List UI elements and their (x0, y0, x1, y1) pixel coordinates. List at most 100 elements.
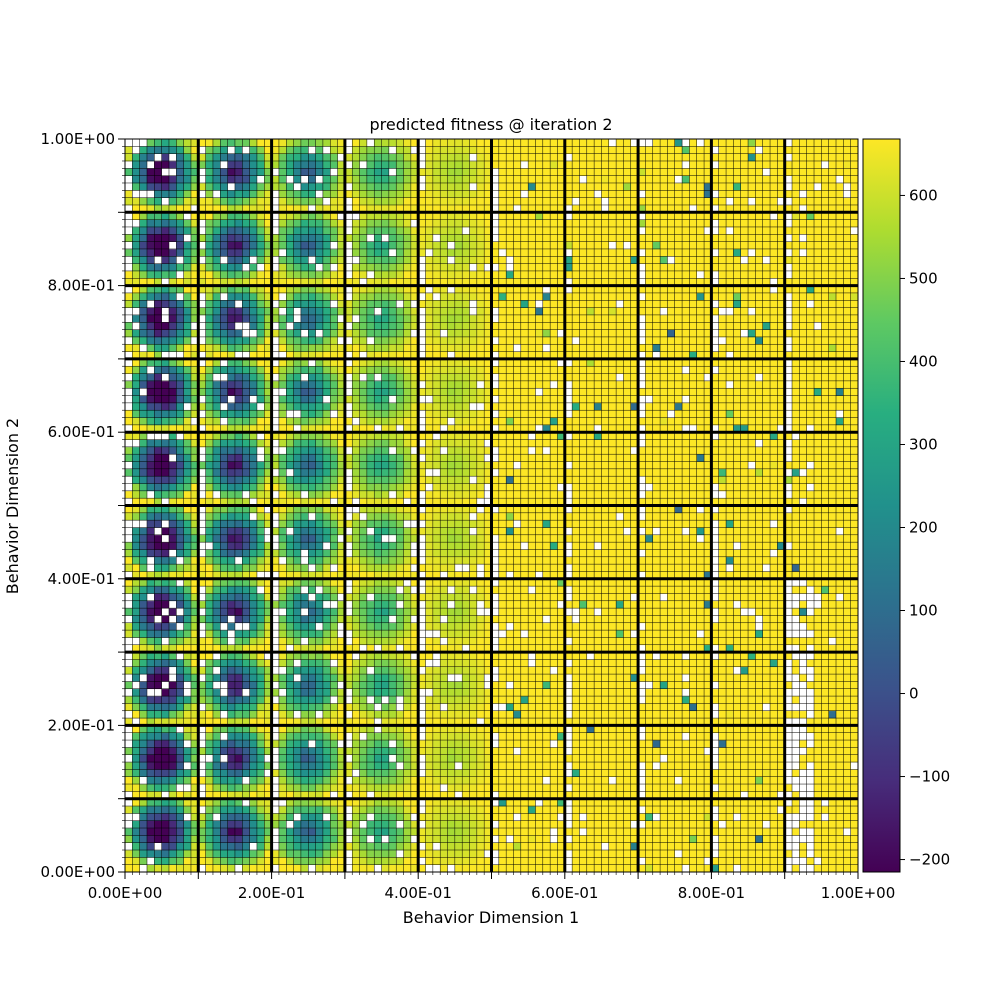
heatmap-cell (278, 300, 287, 308)
heatmap-cell (132, 483, 140, 492)
heatmap-cell (403, 256, 412, 264)
heatmap-cell (484, 534, 492, 543)
heatmap-cell (227, 608, 236, 616)
heatmap-cell (190, 842, 199, 851)
heatmap-cell (278, 747, 287, 756)
heatmap-cell (212, 784, 221, 792)
heatmap-cell (454, 622, 463, 631)
heatmap-cell (300, 769, 309, 778)
heatmap-cell (476, 593, 485, 602)
heatmap-cell (440, 718, 448, 726)
heatmap-cell (168, 600, 177, 609)
heatmap-cell (337, 784, 346, 792)
heatmap-cell (264, 681, 272, 690)
heatmap-cell (146, 410, 155, 418)
heatmap-cell (227, 307, 236, 316)
heatmap-cell (278, 410, 287, 418)
heatmap-cell (366, 263, 375, 272)
heatmap-cell (418, 351, 426, 360)
heatmap-cell (264, 461, 272, 470)
heatmap-cell (256, 542, 265, 550)
heatmap-cell (462, 696, 470, 704)
heatmap-cell (484, 358, 492, 367)
heatmap-cell (278, 608, 287, 616)
heatmap-cell (227, 564, 236, 572)
heatmap-cell (183, 784, 192, 792)
heatmap-cell (278, 424, 287, 433)
heatmap-cell (293, 850, 302, 858)
heatmap-cell (469, 644, 478, 653)
heatmap-cell (344, 175, 353, 184)
heatmap-cell (418, 549, 426, 558)
heatmap-cell (447, 234, 456, 242)
heatmap-cell (359, 644, 368, 653)
heatmap-cell (286, 498, 294, 506)
heatmap-cell (396, 468, 404, 477)
heatmap-cell (264, 234, 272, 242)
heatmap-cell (330, 820, 338, 829)
heatmap-cell (418, 542, 426, 550)
heatmap-cell (264, 358, 272, 367)
heatmap-cell (337, 498, 346, 506)
heatmap-cell (293, 212, 302, 220)
heatmap-cell (234, 762, 243, 770)
heatmap-cell (249, 820, 258, 829)
heatmap-cell (440, 571, 448, 580)
heatmap-cell (454, 439, 463, 448)
heatmap-cell (125, 798, 133, 807)
heatmap-cell (198, 806, 206, 814)
heatmap-cell (447, 732, 456, 741)
heatmap-cell (293, 615, 302, 624)
heatmap-cell (410, 527, 419, 536)
heatmap-cell (286, 417, 294, 426)
heatmap-cell (278, 417, 287, 426)
heatmap-cell (256, 226, 265, 235)
heatmap-cell (242, 476, 250, 484)
heatmap-cell (256, 168, 265, 176)
heatmap-cell (293, 586, 302, 594)
heatmap-cell (374, 864, 382, 873)
heatmap-cell (139, 454, 148, 462)
heatmap-cell (410, 468, 419, 477)
heatmap-cell (315, 234, 324, 242)
heatmap-cell (315, 864, 324, 873)
heatmap-cell (293, 314, 302, 323)
heatmap-cell (344, 703, 353, 712)
heatmap-cell (227, 190, 236, 198)
heatmap-cell (146, 762, 155, 770)
heatmap-cell (418, 263, 426, 272)
heatmap-cell (388, 556, 397, 565)
heatmap-cell (242, 454, 250, 462)
heatmap-cell (161, 681, 170, 690)
heatmap-cell (249, 600, 258, 609)
heatmap-cell (168, 270, 177, 279)
heatmap-cell (227, 747, 236, 756)
heatmap-cell (440, 549, 448, 558)
heatmap-cell (154, 850, 162, 858)
heatmap-cell (432, 520, 441, 528)
heatmap-cell (271, 571, 280, 580)
heatmap-cell (183, 307, 192, 316)
heatmap-cell (366, 798, 375, 807)
heatmap-cell (315, 329, 324, 338)
heatmap-cell (286, 864, 294, 873)
heatmap-cell (388, 468, 397, 477)
heatmap-cell (227, 725, 236, 734)
heatmap-cell (352, 512, 360, 521)
heatmap-cell (308, 696, 316, 704)
heatmap-cell (447, 146, 456, 154)
heatmap-cell (418, 674, 426, 682)
heatmap-cell (249, 197, 258, 206)
heatmap-cell (125, 674, 133, 682)
heatmap-cell (352, 146, 360, 154)
heatmap-cell (337, 747, 346, 756)
heatmap-cell (168, 696, 177, 704)
heatmap-cell (396, 410, 404, 418)
heatmap-cell (198, 769, 206, 778)
heatmap-cell (330, 292, 338, 301)
heatmap-cell (462, 659, 470, 668)
heatmap-cell (227, 556, 236, 565)
heatmap-cell (286, 439, 294, 448)
heatmap-cell (161, 226, 170, 235)
heatmap-cell (308, 336, 316, 345)
